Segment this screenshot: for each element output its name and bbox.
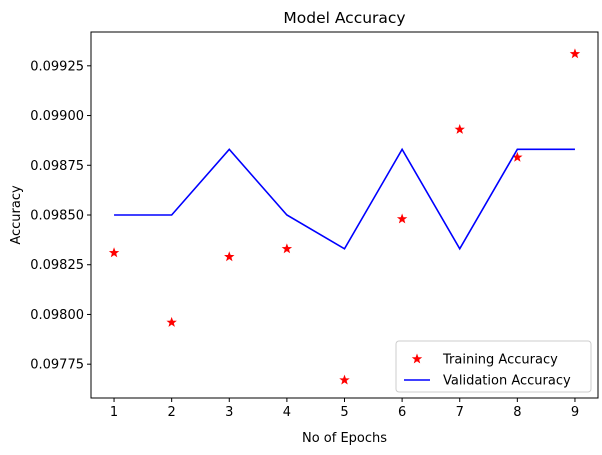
legend-label: Training Accuracy [442,353,558,368]
y-tick-label: 0.09775 [30,358,84,373]
training-accuracy-point [454,123,465,134]
y-tick-label: 0.09900 [30,109,84,124]
x-axis-label: No of Epochs [302,431,387,446]
training-accuracy-point [108,247,120,258]
y-tick-label: 0.09875 [30,159,84,174]
x-axis-ticks: 1 2 3 4 5 6 7 8 9 [110,398,579,420]
x-tick-label: 8 [513,405,521,420]
y-tick-label: 0.09850 [30,209,84,224]
x-tick-label: 1 [110,405,118,420]
x-tick-label: 6 [398,405,406,420]
legend-star-swatch [411,353,423,364]
axes-frame [90,31,599,399]
y-tick-label: 0.09925 [30,59,84,74]
legend-box [395,340,592,393]
x-tick-label: 7 [456,405,464,420]
x-tick-label: 3 [225,405,233,420]
series-layer [108,48,581,385]
legend: Training Accuracy Validation Accuracy [395,340,592,393]
validation-accuracy-line [114,147,575,251]
training-accuracy-point [166,316,177,327]
x-tick-label: 2 [168,405,176,420]
x-tick-label: 9 [571,405,579,420]
training-accuracy-point [281,243,293,254]
training-accuracy-point [396,213,408,224]
chart-title: Model Accuracy [283,9,405,27]
training-accuracy-point [224,251,235,262]
y-axis-ticks: 0.09775 0.09800 0.09825 0.09850 0.09875 0.099… [30,59,91,373]
x-tick-label: 4 [283,405,291,420]
y-axis-label: Accuracy [9,185,24,245]
training-accuracy-point [339,374,350,385]
x-tick-label: 5 [340,405,348,420]
y-tick-label: 0.09800 [30,308,84,323]
y-tick-label: 0.09825 [30,258,84,273]
training-accuracy-point [569,48,581,59]
legend-label: Validation Accuracy [443,374,571,389]
